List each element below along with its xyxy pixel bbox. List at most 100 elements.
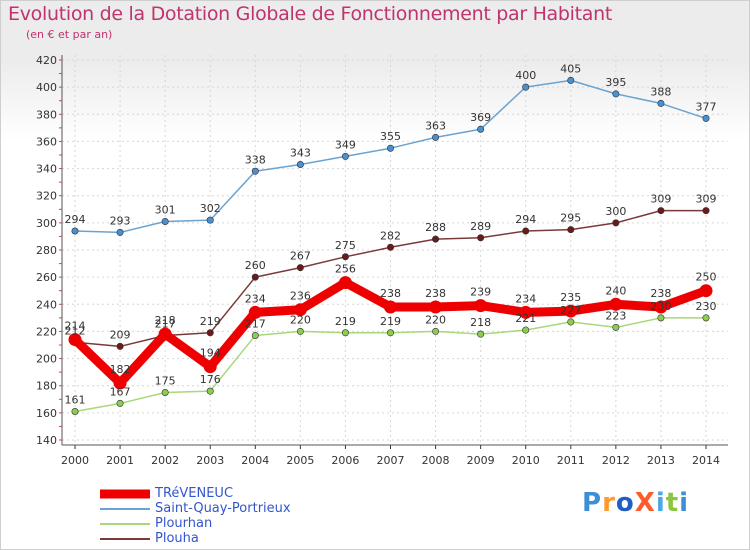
data-point-plouha xyxy=(522,227,530,235)
legend-item-saint-quay-portrieux: Saint-Quay-Portrieux xyxy=(100,501,340,516)
data-point-plouha xyxy=(341,253,349,261)
data-point-saint-quay-portrieux xyxy=(432,133,440,141)
data-label-saint-quay-portrieux: 395 xyxy=(605,76,626,89)
data-label-plourhan: 230 xyxy=(696,300,717,313)
data-label-tr-veneuc: 235 xyxy=(560,291,581,304)
data-point-plourhan xyxy=(206,387,214,395)
data-label-saint-quay-portrieux: 369 xyxy=(470,111,491,124)
data-label-saint-quay-portrieux: 355 xyxy=(380,130,401,143)
data-label-plouha: 289 xyxy=(470,220,491,233)
data-point-plouha xyxy=(657,207,665,215)
data-point-plouha xyxy=(702,207,710,215)
data-point-tr-veneuc xyxy=(699,284,713,298)
data-point-saint-quay-portrieux xyxy=(567,76,575,84)
data-label-saint-quay-portrieux: 338 xyxy=(245,153,266,166)
series-lines xyxy=(68,76,713,415)
legend-swatch xyxy=(100,537,150,540)
data-label-tr-veneuc: 194 xyxy=(200,347,221,360)
legend-item-plouha: Plouha xyxy=(100,531,340,546)
data-point-tr-veneuc xyxy=(429,300,443,314)
legend-item-plourhan: Plourhan xyxy=(100,516,340,531)
data-point-plourhan xyxy=(477,330,485,338)
data-label-tr-veneuc: 238 xyxy=(650,287,671,300)
y-tick-label: 200 xyxy=(36,353,57,366)
data-label-tr-veneuc: 238 xyxy=(380,287,401,300)
data-label-saint-quay-portrieux: 294 xyxy=(65,213,86,226)
x-tick-label: 2005 xyxy=(286,454,314,467)
data-point-saint-quay-portrieux xyxy=(71,227,79,235)
x-tick-label: 2004 xyxy=(241,454,269,467)
legend-label: Plouha xyxy=(155,531,199,546)
data-point-plourhan xyxy=(386,329,394,337)
chart-subtitle: (en € et par an) xyxy=(26,28,113,41)
data-label-tr-veneuc: 236 xyxy=(290,290,311,303)
x-tick-label: 2007 xyxy=(377,454,405,467)
data-point-tr-veneuc xyxy=(564,304,578,318)
data-label-plourhan: 221 xyxy=(515,312,536,325)
data-point-saint-quay-portrieux xyxy=(206,216,214,224)
data-point-plouha xyxy=(251,273,259,281)
data-label-plourhan: 218 xyxy=(470,316,491,329)
data-point-plouha xyxy=(477,234,485,242)
data-label-saint-quay-portrieux: 400 xyxy=(515,69,536,82)
data-label-tr-veneuc: 234 xyxy=(245,292,266,305)
y-tick-label: 380 xyxy=(36,108,57,121)
logo-letter: P xyxy=(582,488,603,518)
logo-letter: X xyxy=(634,488,656,518)
data-point-plouha xyxy=(612,219,620,227)
legend-item-tr-veneuc: TRéVENEUC xyxy=(100,486,340,501)
x-tick-label: 2008 xyxy=(422,454,450,467)
y-tick-label: 360 xyxy=(36,135,57,148)
data-label-plourhan: 223 xyxy=(605,309,626,322)
data-label-tr-veneuc: 240 xyxy=(605,284,626,297)
y-tick-label: 420 xyxy=(36,54,57,67)
data-label-tr-veneuc: 218 xyxy=(155,314,176,327)
data-label-tr-veneuc: 239 xyxy=(470,286,491,299)
x-tick-label: 2000 xyxy=(61,454,89,467)
y-tick-label: 160 xyxy=(36,407,57,420)
data-label-plourhan: 175 xyxy=(155,375,176,388)
x-tick-label: 2006 xyxy=(331,454,359,467)
data-point-tr-veneuc xyxy=(384,300,397,314)
legend: TRéVENEUC Saint-Quay-Portrieux Plourhan Plo… xyxy=(100,486,340,546)
y-tick-label: 400 xyxy=(36,81,57,94)
data-point-plourhan xyxy=(612,323,620,331)
data-point-plourhan xyxy=(251,331,259,339)
legend-label: TRéVENEUC xyxy=(155,486,234,501)
data-label-plouha: 212 xyxy=(65,324,86,337)
x-tick-label: 2011 xyxy=(557,454,585,467)
data-label-plouha: 209 xyxy=(110,328,131,341)
data-point-tr-veneuc xyxy=(113,376,127,390)
data-labels: 294 293 301 302 338 343 349 355 363 369 400 405 395 3… xyxy=(65,62,717,406)
data-point-tr-veneuc xyxy=(338,276,352,290)
data-point-plourhan xyxy=(657,314,665,322)
data-label-plouha: 267 xyxy=(290,250,311,263)
proxiti-logo: ProXiti xyxy=(582,488,689,518)
data-label-saint-quay-portrieux: 343 xyxy=(290,147,311,160)
data-label-plouha: 294 xyxy=(515,213,536,226)
data-point-tr-veneuc xyxy=(203,360,217,374)
data-point-plouha xyxy=(116,342,124,350)
data-point-saint-quay-portrieux xyxy=(522,83,530,91)
data-point-saint-quay-portrieux xyxy=(251,167,259,175)
logo-letter: t xyxy=(665,488,680,518)
data-point-tr-veneuc xyxy=(474,299,488,313)
data-point-plouha xyxy=(206,329,214,337)
data-label-plouha: 260 xyxy=(245,259,266,272)
x-tick-label: 2012 xyxy=(602,454,630,467)
data-label-plouha: 309 xyxy=(696,193,717,206)
axes: 140 160 180 200 220 240 260 280 300 320 340 360 380 4… xyxy=(36,54,728,467)
data-label-plouha: 288 xyxy=(425,221,446,234)
data-point-saint-quay-portrieux xyxy=(612,90,620,98)
x-tick-label: 2002 xyxy=(151,454,179,467)
legend-swatch xyxy=(100,522,150,525)
data-point-saint-quay-portrieux xyxy=(657,99,665,107)
data-point-tr-veneuc xyxy=(158,327,172,341)
data-label-saint-quay-portrieux: 302 xyxy=(200,202,221,215)
data-label-plouha: 295 xyxy=(560,212,581,225)
data-label-tr-veneuc: 256 xyxy=(335,263,356,276)
logo-letter: o xyxy=(615,488,635,518)
legend-label: Plourhan xyxy=(155,516,213,531)
